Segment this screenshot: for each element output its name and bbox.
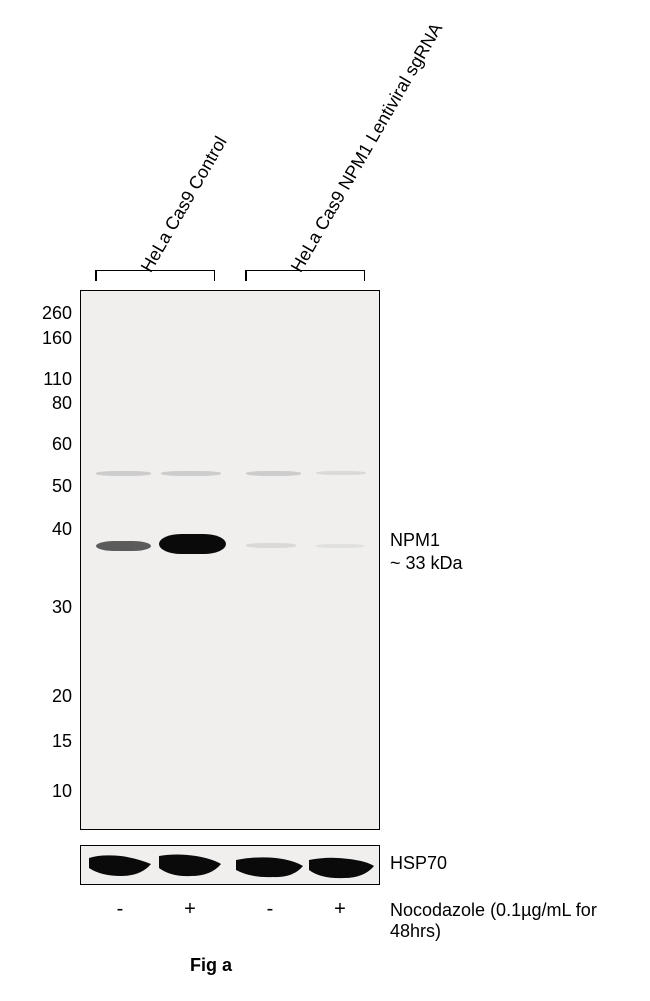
group-label-2: HeLa Cas9 NPM1 Lentiviral sgRNA: [287, 19, 447, 276]
treatment-description: Nocodazole (0.1µg/mL for 48hrs): [390, 900, 650, 942]
band-nonspecific-l1: [96, 471, 151, 476]
mw-marker-60: 60: [32, 434, 72, 455]
band-npm1-l3: [246, 543, 296, 548]
treatment-lane-2: +: [170, 898, 210, 921]
band-nonspecific-l2: [161, 471, 221, 476]
mw-marker-40: 40: [32, 519, 72, 540]
mw-marker-260: 260: [32, 303, 72, 324]
western-blot-main: [80, 290, 380, 830]
band-nonspecific-l4: [316, 471, 366, 475]
mw-marker-160: 160: [32, 328, 72, 349]
figure-container: HeLa Cas9 Control HeLa Cas9 NPM1 Lentivi…: [0, 0, 650, 1001]
target-protein-label: NPM1: [390, 530, 440, 551]
group-label-1: HeLa Cas9 Control: [137, 133, 232, 276]
western-blot-loading: [80, 845, 380, 885]
mw-marker-10: 10: [32, 781, 72, 802]
band-npm1-l1: [96, 541, 151, 551]
mw-marker-50: 50: [32, 476, 72, 497]
band-npm1-l4: [316, 544, 364, 548]
band-nonspecific-l3: [246, 471, 301, 476]
mw-marker-30: 30: [32, 597, 72, 618]
bracket-group-2: [245, 270, 365, 271]
figure-caption: Fig a: [190, 955, 232, 976]
target-mw-label: ~ 33 kDa: [390, 553, 463, 574]
treatment-lane-4: +: [320, 898, 360, 921]
loading-control-label: HSP70: [390, 853, 447, 874]
mw-marker-20: 20: [32, 686, 72, 707]
mw-marker-15: 15: [32, 731, 72, 752]
treatment-lane-3: -: [250, 898, 290, 921]
mw-marker-110: 110: [32, 369, 72, 390]
bracket-group-1: [95, 270, 215, 271]
band-npm1-l2: [159, 534, 226, 554]
mw-marker-80: 80: [32, 393, 72, 414]
loading-bands-svg: [81, 846, 380, 885]
treatment-lane-1: -: [100, 898, 140, 921]
